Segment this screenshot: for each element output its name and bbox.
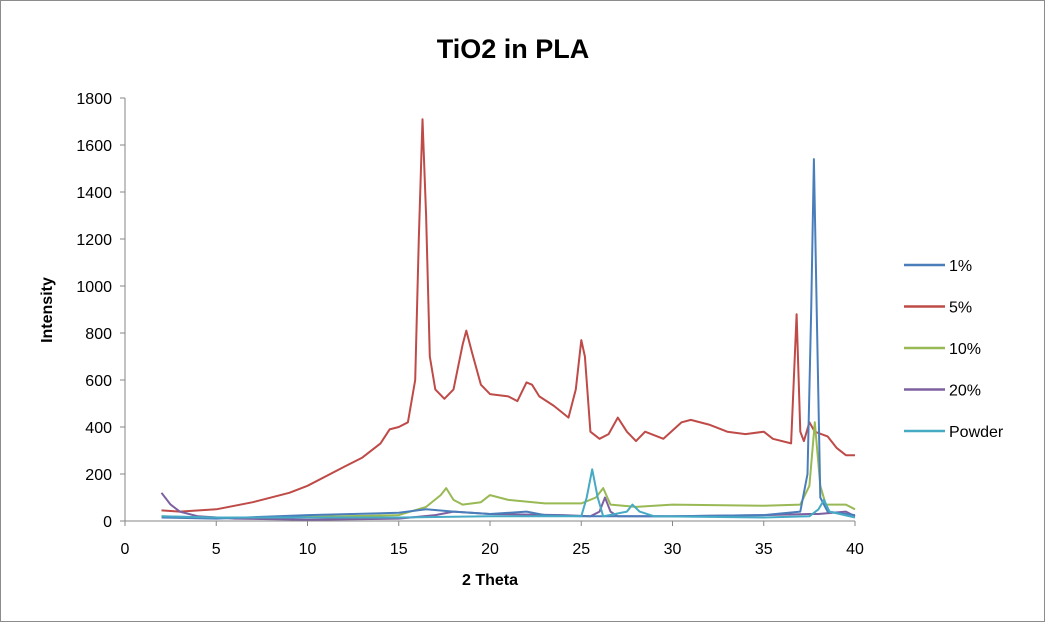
y-axis-label: Intensity (39, 277, 56, 343)
x-tick-label: 30 (664, 541, 682, 558)
x-tick-label: 10 (299, 541, 317, 558)
x-tick-label: 35 (755, 541, 773, 558)
x-tick-label: 15 (390, 541, 408, 558)
x-tick-label: 40 (846, 541, 864, 558)
series-line-powder (161, 468, 856, 519)
y-tick-label: 1800 (76, 91, 112, 108)
legend-label: 1% (949, 258, 972, 275)
y-axis-ticks: 0 200 400 600 800 1000 1200 1400 1600 1800 (76, 91, 125, 531)
y-tick-label: 600 (85, 373, 112, 390)
series-line-10pct (161, 421, 856, 519)
legend: 1% 5% 10% 20% Powder (904, 258, 1004, 441)
x-tick-label: 5 (212, 541, 221, 558)
x-tick-label: 25 (572, 541, 590, 558)
legend-label: 10% (949, 341, 981, 358)
legend-label: 5% (949, 300, 972, 317)
series-lines (160, 118, 856, 521)
series-line-5pct (161, 118, 855, 513)
y-tick-label: 400 (85, 420, 112, 437)
legend-label: Powder (949, 424, 1004, 441)
x-tick-label: 0 (121, 541, 130, 558)
y-tick-label: 0 (103, 514, 112, 531)
series-line-1pct (161, 158, 856, 520)
y-tick-label: 1600 (76, 138, 112, 155)
x-axis-label: 2 Theta (462, 572, 518, 589)
x-axis-ticks: 0 5 10 15 20 25 30 35 40 (121, 521, 864, 558)
chart-title: TiO2 in PLA (437, 34, 590, 64)
y-tick-label: 1400 (76, 185, 112, 202)
y-tick-label: 200 (85, 467, 112, 484)
legend-label: 20% (949, 383, 981, 400)
y-tick-label: 1000 (76, 279, 112, 296)
y-tick-label: 800 (85, 326, 112, 343)
y-tick-label: 1200 (76, 232, 112, 249)
x-tick-label: 20 (481, 541, 499, 558)
